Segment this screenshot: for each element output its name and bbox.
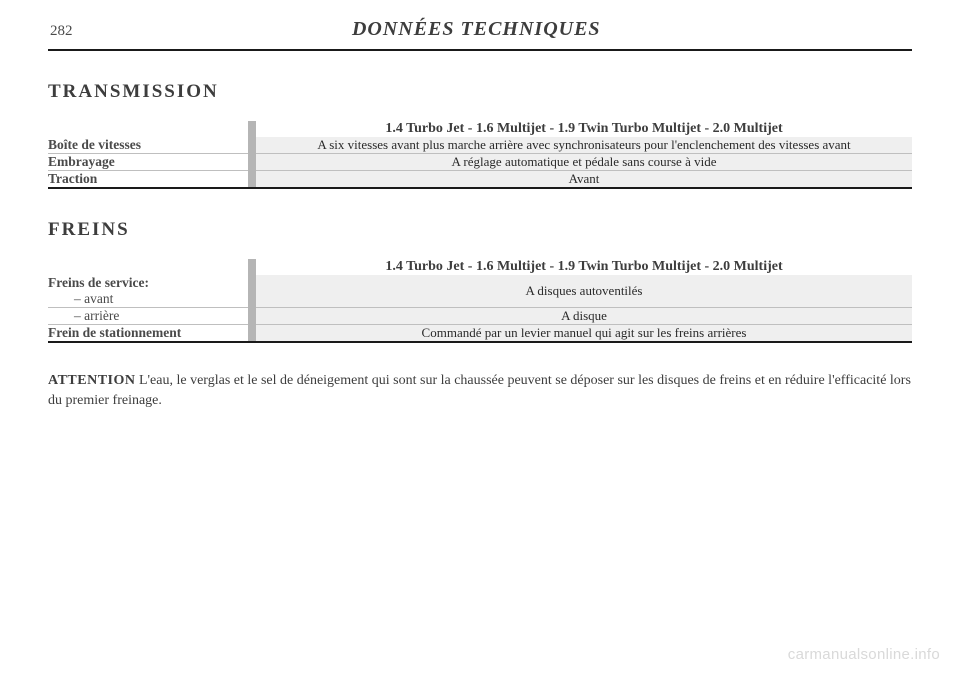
table-row: Boîte de vitesses A six vitesses avant p… [48,137,912,154]
page-title: DONNÉES TECHNIQUES [73,18,881,41]
row-label: – avant [48,291,248,308]
row-label: Frein de stationnement [48,325,248,342]
row-value: A six vitesses avant plus marche arrière… [256,137,912,154]
row-label: Freins de service: [48,275,248,291]
table-accent-bar [248,275,256,308]
table-row: Freins de service: A disques autoventilé… [48,275,912,291]
freins-table: 1.4 Turbo Jet - 1.6 Multijet - 1.9 Twin … [48,259,912,343]
watermark: carmanualsonline.info [788,646,940,663]
row-label: Embrayage [48,154,248,171]
row-label: – arrière [48,308,248,325]
table-accent-bar [248,121,256,137]
table-row: Traction Avant [48,171,912,188]
header-rule [48,49,912,51]
table-accent-bar [248,137,256,154]
row-value: A disques autoventilés [256,275,912,308]
table-accent-bar [248,308,256,325]
transmission-table: 1.4 Turbo Jet - 1.6 Multijet - 1.9 Twin … [48,121,912,189]
note-text: L'eau, le verglas et le sel de déneigeme… [48,373,911,408]
table-accent-bar [248,171,256,188]
column-header: 1.4 Turbo Jet - 1.6 Multijet - 1.9 Twin … [256,259,912,275]
section-title-freins: FREINS [48,219,912,241]
row-label: Boîte de vitesses [48,137,248,154]
table-accent-bar [248,154,256,171]
table-row: Embrayage A réglage automatique et pédal… [48,154,912,171]
row-value: Avant [256,171,912,188]
attention-note: ATTENTION L'eau, le verglas et le sel de… [48,371,912,412]
row-value: A réglage automatique et pédale sans cou… [256,154,912,171]
row-label: Traction [48,171,248,188]
table-header-row: 1.4 Turbo Jet - 1.6 Multijet - 1.9 Twin … [48,259,912,275]
column-header: 1.4 Turbo Jet - 1.6 Multijet - 1.9 Twin … [256,121,912,137]
row-value: Commandé par un levier manuel qui agit s… [256,325,912,342]
table-rule [48,187,912,189]
table-row: Frein de stationnement Commandé par un l… [48,325,912,342]
note-lead: ATTENTION [48,373,135,388]
page-number: 282 [50,23,73,40]
table-accent-bar [248,325,256,342]
row-value: A disque [256,308,912,325]
header-row: 282 DONNÉES TECHNIQUES [48,18,912,41]
table-row: – arrière A disque [48,308,912,325]
table-rule [48,341,912,343]
section-title-transmission: TRANSMISSION [48,81,912,103]
table-header-row: 1.4 Turbo Jet - 1.6 Multijet - 1.9 Twin … [48,121,912,137]
table-accent-bar [248,259,256,275]
page: 282 DONNÉES TECHNIQUES TRANSMISSION 1.4 … [0,0,960,677]
